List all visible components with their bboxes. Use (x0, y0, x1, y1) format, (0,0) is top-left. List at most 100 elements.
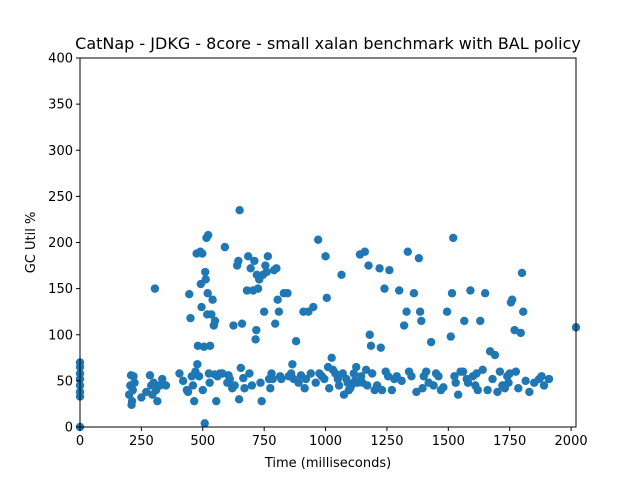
data-point (212, 396, 221, 406)
data-point (490, 350, 500, 360)
data-point (472, 369, 481, 378)
data-point (193, 360, 202, 369)
data-point (493, 387, 502, 397)
data-point (429, 381, 438, 390)
data-point (183, 387, 193, 397)
data-point (473, 385, 482, 395)
data-point (127, 396, 137, 406)
data-point (521, 376, 530, 386)
data-point (402, 307, 411, 316)
data-point (453, 390, 463, 399)
data-point (207, 310, 216, 319)
data-point (476, 316, 485, 326)
data-point (273, 295, 282, 304)
data-point (130, 378, 139, 387)
data-point (175, 369, 184, 378)
data-point (417, 316, 426, 326)
y-axis-label: GC Util % (24, 212, 39, 274)
data-point (519, 307, 528, 316)
data-point (137, 393, 146, 402)
data-point (539, 381, 549, 390)
data-point (128, 385, 137, 395)
data-point (178, 376, 188, 386)
data-point (257, 396, 266, 406)
data-point (271, 319, 280, 328)
data-point (189, 396, 199, 406)
data-point (516, 328, 525, 338)
data-point (495, 367, 505, 376)
data-point (517, 268, 527, 278)
data-point (186, 313, 195, 323)
data-point (537, 372, 546, 381)
data-point (261, 261, 270, 270)
data-point (291, 337, 301, 346)
data-point (313, 235, 323, 244)
data-point (422, 367, 431, 376)
data-point (188, 381, 198, 390)
data-point (225, 374, 234, 384)
data-point (403, 247, 413, 256)
x-tick-label: 1250 (370, 434, 403, 449)
data-point (239, 373, 248, 383)
data-point (366, 341, 376, 351)
x-tick-label: 1000 (309, 434, 342, 449)
data-point (197, 302, 206, 312)
x-tick-label: 500 (190, 434, 215, 449)
data-point (352, 362, 361, 372)
data-point (129, 372, 138, 381)
data-point (376, 343, 385, 352)
data-point (277, 374, 286, 384)
data-point (377, 385, 387, 395)
data-point (439, 383, 448, 392)
data-point (333, 374, 343, 384)
data-point (450, 372, 459, 381)
data-point (229, 321, 238, 330)
data-point (511, 367, 521, 376)
data-point (480, 289, 490, 298)
data-point (243, 252, 253, 261)
data-point (205, 341, 215, 351)
data-point (356, 372, 366, 381)
data-point (360, 247, 370, 256)
data-point (150, 284, 160, 293)
data-point (193, 341, 203, 351)
data-point (397, 376, 406, 386)
y-tick-label: 150 (48, 282, 73, 297)
data-point (252, 325, 261, 335)
data-point (414, 253, 424, 263)
data-point (208, 295, 217, 304)
data-point (259, 307, 269, 316)
data-point (449, 233, 458, 243)
data-point (507, 295, 517, 304)
data-point (325, 384, 334, 393)
data-point (198, 249, 207, 258)
data-point (365, 330, 374, 339)
data-points (75, 206, 581, 432)
y-tick-label: 400 (48, 52, 73, 67)
data-point (272, 264, 281, 273)
x-axis-label: Time (milliseconds) (264, 456, 391, 471)
data-point (321, 252, 330, 261)
data-point (283, 289, 292, 298)
data-point (412, 387, 421, 397)
data-point (399, 321, 409, 330)
data-point (504, 378, 513, 387)
y-tick-label: 0 (65, 421, 73, 436)
data-point (288, 360, 297, 369)
data-point (205, 378, 214, 387)
data-point (262, 267, 271, 277)
data-point (203, 230, 213, 240)
data-point (301, 374, 311, 384)
data-point (380, 284, 389, 293)
data-point (300, 384, 309, 393)
y-tick-label: 300 (48, 144, 73, 159)
data-point (247, 381, 257, 390)
data-point (250, 256, 259, 266)
data-point (311, 378, 320, 387)
data-point (525, 387, 534, 397)
data-point (409, 289, 419, 298)
data-point (199, 342, 209, 351)
x-tick-label: 750 (252, 434, 277, 449)
x-tick-label: 2000 (555, 434, 588, 449)
data-point (200, 419, 209, 428)
